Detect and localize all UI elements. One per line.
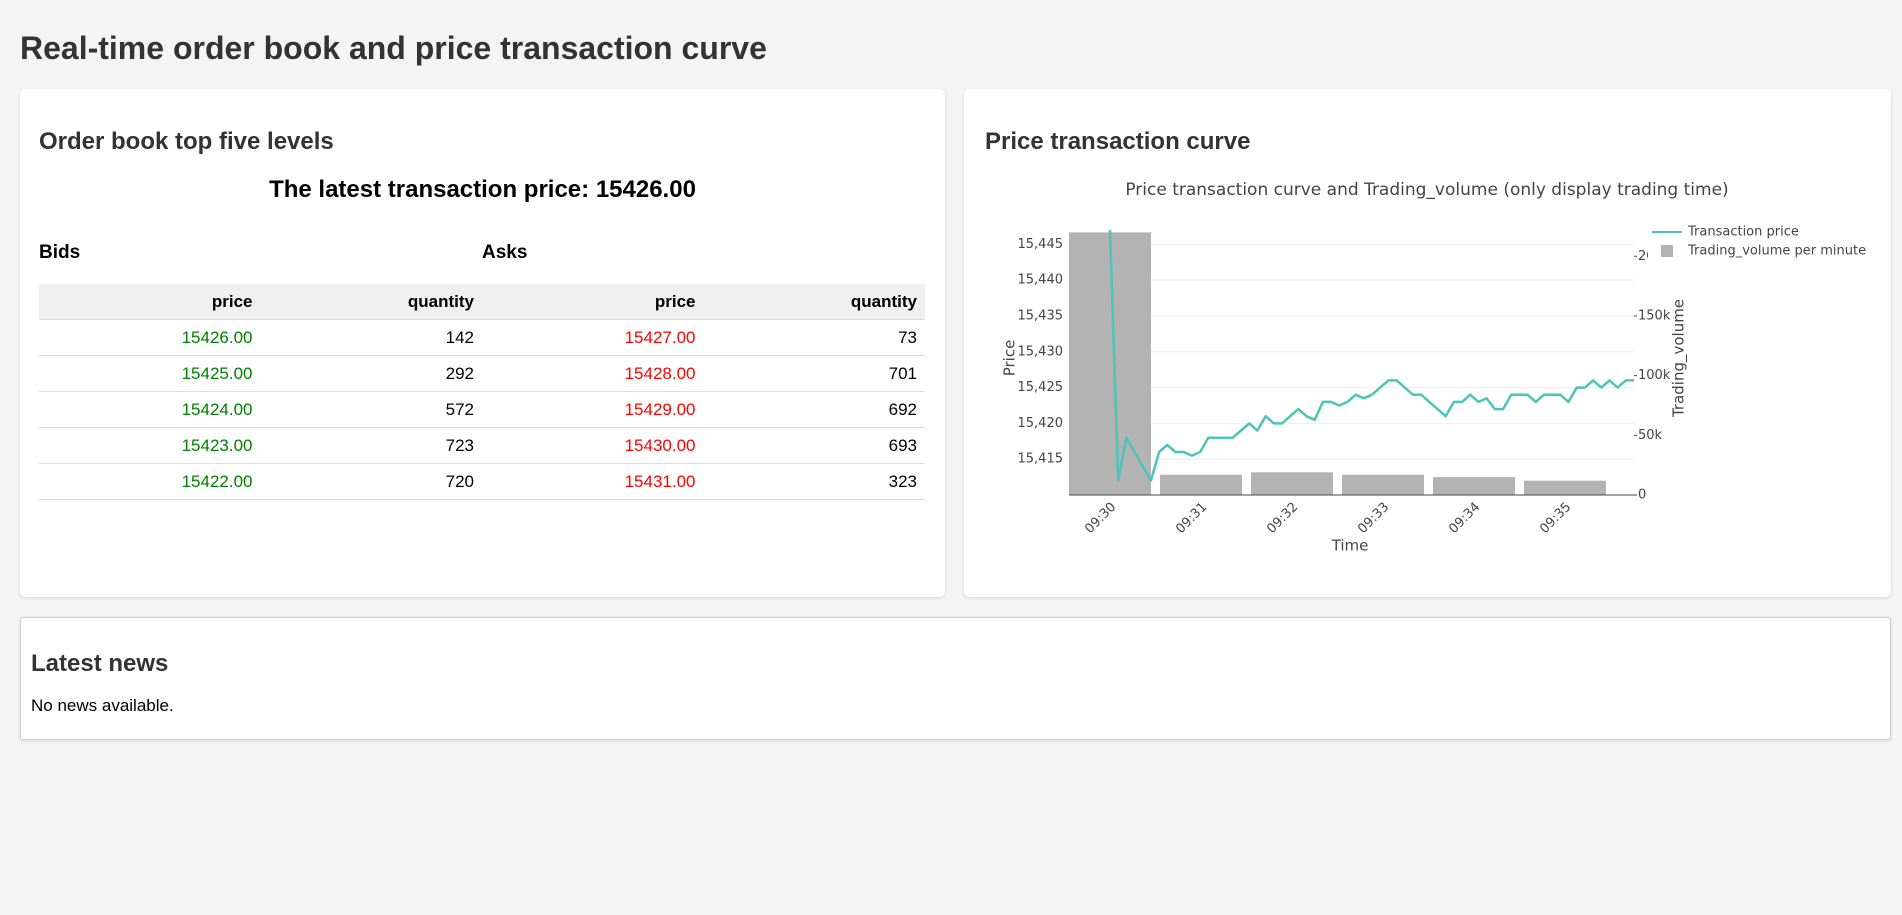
y2-tick-label: 150k — [1638, 308, 1671, 323]
y-tick-label: 15,435 — [1018, 308, 1064, 323]
table-cell: 292 — [260, 355, 482, 392]
y-tick-label: 15,430 — [1018, 344, 1064, 359]
legend-label: Trading_volume per minute — [1687, 244, 1866, 259]
bids-label: Bids — [39, 242, 81, 263]
column-header: quantity — [260, 284, 482, 320]
header-row: price quantity price quantity — [39, 284, 925, 320]
column-header: price — [482, 284, 704, 320]
x-tick-label: 09:32 — [1264, 500, 1301, 537]
news-card: Latest news No news available. — [20, 617, 1891, 740]
bar — [1251, 472, 1333, 495]
legend-swatch — [1661, 245, 1673, 257]
y-tick-label: 15,425 — [1018, 380, 1064, 395]
card-title: Order book top five levels — [39, 128, 334, 155]
table-cell: 692 — [703, 391, 925, 428]
bar — [1433, 477, 1515, 495]
y2-axis-title: Trading_volume — [1670, 299, 1689, 418]
table-cell: 701 — [703, 355, 925, 392]
table-cell: 15424.00 — [39, 391, 261, 428]
legend-label: Transaction price — [1687, 225, 1799, 240]
price-line — [1108, 229, 1634, 482]
bar — [1069, 232, 1151, 495]
x-axis-title: Time — [1331, 537, 1369, 555]
table-row: 15423.00 723 15430.00 693 — [39, 427, 925, 464]
news-message: No news available. — [31, 696, 174, 715]
table-cell: 15431.00 — [482, 463, 704, 500]
bar — [1160, 474, 1242, 495]
table-row: 15426.00 142 15427.00 73 — [39, 319, 925, 356]
y2-tick-label: 50k — [1638, 428, 1663, 443]
bar — [1524, 480, 1606, 495]
x-tick-label: 09:35 — [1537, 500, 1574, 537]
page-title: Real-time order book and price transacti… — [20, 30, 767, 66]
bar — [1342, 474, 1424, 495]
asks-label: Asks — [482, 242, 528, 263]
table-cell: 323 — [703, 463, 925, 500]
x-tick-label: 09:31 — [1173, 500, 1210, 537]
table-cell: 15422.00 — [39, 463, 261, 500]
news-title: Latest news — [31, 650, 169, 677]
table-cell: 15423.00 — [39, 427, 261, 464]
x-tick-label: 09:30 — [1082, 500, 1119, 537]
latest-price: The latest transaction price: 15426.00 — [269, 176, 696, 203]
y2-tick-label: 0 — [1638, 488, 1646, 503]
table-cell: 15426.00 — [39, 319, 261, 356]
order-book-table: price quantity price quantity 15426.00 142 154… — [39, 284, 925, 500]
table-cell: 73 — [703, 319, 925, 356]
price-card: Price transaction curve Price transactio… — [964, 89, 1891, 597]
table-row: 15422.00 720 15431.00 323 — [39, 463, 925, 500]
column-header: price — [39, 284, 261, 320]
table-cell: 142 — [260, 319, 482, 356]
legend-background — [1648, 218, 1888, 260]
chart: Price transaction curve and Trading_volu… — [1001, 180, 1888, 555]
order-book-card: Order book top five levels The latest tr… — [20, 89, 945, 597]
table-cell: 15425.00 — [39, 355, 261, 392]
y-tick-label: 15,440 — [1018, 273, 1064, 288]
card-title: Price transaction curve — [985, 128, 1251, 155]
table-row: 15424.00 572 15429.00 692 — [39, 391, 925, 428]
table-cell: 15428.00 — [482, 355, 704, 392]
column-header: quantity — [703, 284, 925, 320]
y-tick-label: 15,445 — [1018, 237, 1064, 252]
table-cell: 720 — [260, 463, 482, 500]
table-cell: 572 — [260, 391, 482, 428]
chart-title: Price transaction curve and Trading_volu… — [1125, 180, 1728, 200]
x-tick-label: 09:33 — [1355, 500, 1392, 537]
y-tick-label: 15,420 — [1018, 416, 1064, 431]
table-cell: 15430.00 — [482, 427, 704, 464]
y-tick-label: 15,415 — [1018, 452, 1064, 467]
x-tick-label: 09:34 — [1446, 500, 1483, 537]
table-row: 15425.00 292 15428.00 701 — [39, 355, 925, 392]
y2-tick-label: 100k — [1638, 368, 1671, 383]
table-cell: 723 — [260, 427, 482, 464]
table-cell: 15429.00 — [482, 391, 704, 428]
table-cell: 693 — [703, 427, 925, 464]
table-cell: 15427.00 — [482, 319, 704, 356]
y-axis-title: Price — [1001, 340, 1019, 377]
